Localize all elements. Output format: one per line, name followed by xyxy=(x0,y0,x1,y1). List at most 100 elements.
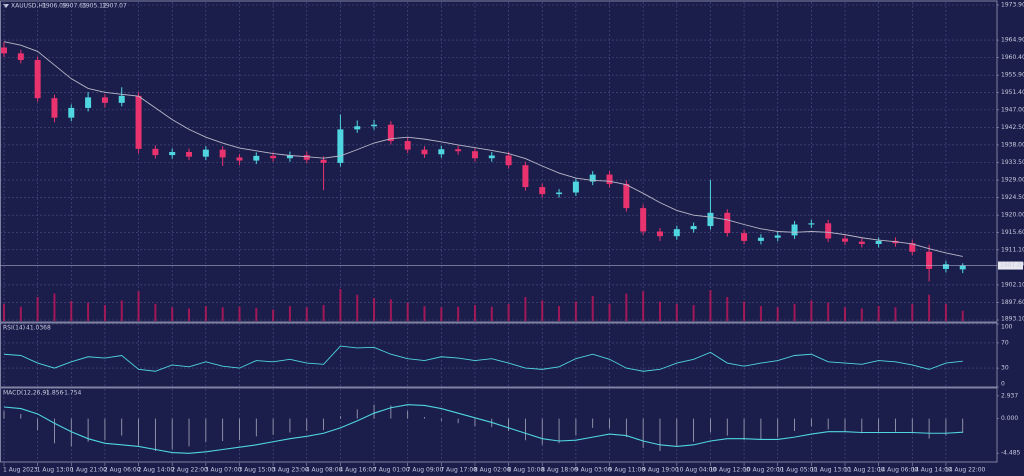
volume-bar xyxy=(591,295,594,321)
price-tag-label: 1907.07 xyxy=(1000,262,1024,269)
y-tick-label: 1955.90 xyxy=(1001,72,1024,79)
x-tick-label: 2 Aug 06:00 xyxy=(104,467,141,474)
x-tick-label: 9 Aug 11:00 xyxy=(609,467,646,474)
volume-bar xyxy=(860,308,863,321)
volume-bar xyxy=(625,293,628,321)
candle-body xyxy=(673,229,680,237)
candle-body xyxy=(169,151,176,156)
volume-bar xyxy=(238,306,241,321)
y-tick-label: 1915.60 xyxy=(1001,229,1024,236)
y-tick-label: 1902.10 xyxy=(1001,281,1024,288)
candle-body xyxy=(623,183,630,209)
volume-bar xyxy=(406,302,409,321)
price-tag xyxy=(998,261,1023,270)
chart-title: XAUUSD,H1 xyxy=(11,3,47,10)
candle-body xyxy=(421,149,428,155)
candle-body xyxy=(656,231,663,237)
volume-bar xyxy=(675,303,678,321)
y-tick-label: 1960.40 xyxy=(1001,54,1024,61)
candle-body xyxy=(741,233,748,241)
x-tick-label: 9 Aug 19:00 xyxy=(642,467,679,474)
candle-body xyxy=(842,238,848,242)
y-tick-label: 1911.10 xyxy=(1001,246,1024,253)
candle-body xyxy=(926,251,933,269)
candle-body xyxy=(202,149,209,157)
x-tick-label: 10 Aug 04:00 xyxy=(676,467,717,474)
volume-bar xyxy=(137,291,140,321)
volume-bar xyxy=(322,305,325,321)
volume-bar xyxy=(389,299,392,321)
candle-body xyxy=(774,235,781,238)
x-tick-label: 2 Aug 22:00 xyxy=(171,467,208,474)
volume-bar xyxy=(608,303,611,321)
volume-bar xyxy=(188,308,191,321)
candle-body xyxy=(522,165,529,188)
y-tick-label: 1933.50 xyxy=(1001,159,1024,166)
volume-bar xyxy=(490,306,493,321)
indicator-title: MACD(12,26,9) xyxy=(3,390,49,397)
volume-bar xyxy=(726,297,729,321)
y-tick-label: 1973.90 xyxy=(1001,2,1024,9)
x-tick-label: 7 Aug 17:00 xyxy=(440,467,477,474)
volume-bar xyxy=(356,294,359,321)
candle-body xyxy=(825,223,832,239)
y-tick-label: 1964.90 xyxy=(1001,37,1024,44)
volume-bar xyxy=(120,300,123,321)
volume-bar xyxy=(255,307,258,321)
volume-bar xyxy=(743,301,746,321)
candle-body xyxy=(186,151,193,157)
ohlc-value: 1905.12 xyxy=(82,3,107,10)
x-tick-label: 2 Aug 14:00 xyxy=(138,467,175,474)
volume-bar xyxy=(3,303,5,321)
volume-bar xyxy=(776,307,779,321)
x-tick-label: 7 Aug 01:00 xyxy=(373,467,410,474)
volume-bar xyxy=(440,307,443,321)
candle-body xyxy=(135,95,142,149)
volume-bar xyxy=(288,306,291,321)
x-tick-label: 4 Aug 16:00 xyxy=(339,467,376,474)
panel-frame xyxy=(0,0,998,323)
volume-bar xyxy=(709,290,712,321)
candle-body xyxy=(858,241,865,244)
ohlc-value: 1907.07 xyxy=(102,3,127,10)
x-tick-label: 7 Aug 09:00 xyxy=(407,467,444,474)
candle-body xyxy=(640,208,647,232)
x-tick-label: 3 Aug 07:00 xyxy=(205,467,242,474)
y-tick-label: 30 xyxy=(1001,365,1009,372)
x-tick-label: 10 Aug 20:00 xyxy=(743,467,784,474)
volume-bar xyxy=(810,300,813,321)
y-tick-label: 1897.60 xyxy=(1001,299,1024,306)
candle-body xyxy=(219,149,226,158)
y-tick-label: 1893.10 xyxy=(1001,316,1024,323)
candle-body xyxy=(270,155,277,159)
candle-body xyxy=(303,155,310,160)
candle-body xyxy=(101,97,108,103)
candle-body xyxy=(286,155,293,159)
candle-body xyxy=(589,174,596,182)
y-tick-label: 1920.00 xyxy=(1001,212,1024,219)
volume-bar xyxy=(558,306,561,321)
candle-body xyxy=(371,124,378,127)
volume-bar xyxy=(524,297,527,321)
candle-body xyxy=(539,187,546,195)
volume-bar xyxy=(457,306,460,321)
volume-bar xyxy=(373,298,376,321)
volume-bar xyxy=(793,303,796,321)
candle-body xyxy=(471,151,478,159)
candle-body xyxy=(808,223,815,225)
candle-body xyxy=(51,98,58,118)
y-tick-label: 1942.50 xyxy=(1001,124,1024,131)
y-tick-label: 2.937 xyxy=(1001,392,1018,399)
x-tick-label: 8 Aug 02:00 xyxy=(474,467,511,474)
ohlc-value: 1907.65 xyxy=(62,3,87,10)
candle-body xyxy=(707,212,714,227)
candle-body xyxy=(791,224,798,236)
volume-bar xyxy=(944,303,947,321)
candle-body xyxy=(17,53,24,60)
volume-bar xyxy=(911,303,914,321)
candle-body xyxy=(757,237,764,241)
ohlc-value: 1906.09 xyxy=(42,3,67,10)
candle-body xyxy=(236,157,243,161)
y-tick-label: 1938.00 xyxy=(1001,141,1024,148)
indicator-line xyxy=(3,345,963,372)
